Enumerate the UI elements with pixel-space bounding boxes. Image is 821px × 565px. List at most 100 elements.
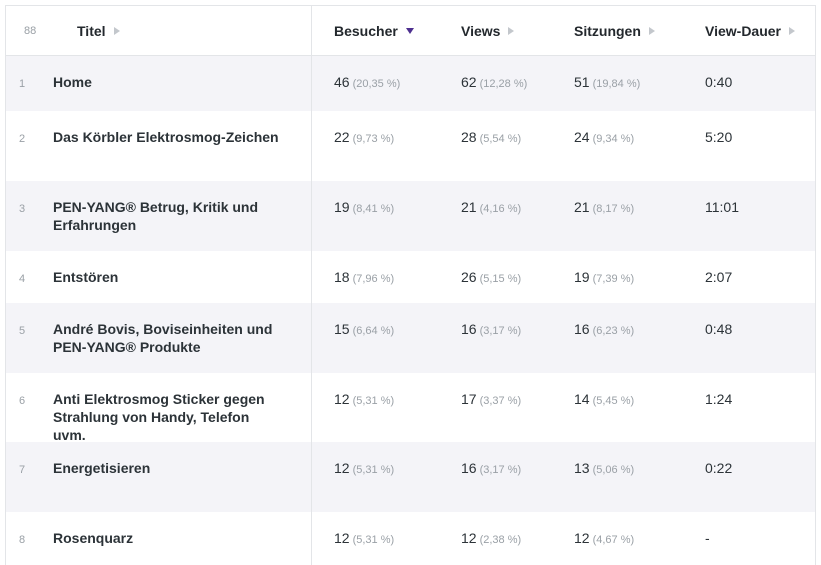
sessions-count: 14 [574,391,590,407]
view-duration-value: 1:24 [705,391,733,407]
views-count: 12 [461,530,477,546]
visitors-value: 12 (5,31 %) [334,390,394,410]
column-header-view-duration[interactable]: View-Dauer [705,23,795,39]
sessions-percent: (8,17 %) [592,203,635,215]
view-duration-value: 5:20 [705,129,733,145]
sort-descending-icon [405,28,414,34]
sessions-percent: (19,84 %) [592,78,641,90]
visitors-count: 18 [334,269,350,285]
view-duration-value: 11:01 [705,199,739,215]
views-percent: (3,17 %) [479,325,522,337]
column-divider [311,6,312,565]
visitors-percent: (5,31 %) [352,464,395,476]
visitors-value: 46 (20,35 %) [334,73,400,93]
page-title[interactable]: PEN-YANG® Betrug, Kritik und Erfahrungen [53,199,259,233]
views-value: 12 (2,38 %) [461,529,521,549]
view-duration-value: 0:40 [705,74,733,90]
visitors-percent: (7,96 %) [352,273,395,285]
views-percent: (3,37 %) [479,395,522,407]
sessions-value: 51 (19,84 %) [574,73,640,93]
visitors-percent: (5,31 %) [352,534,395,546]
column-header-title[interactable]: Titel [77,23,120,39]
column-header-visitors-label: Besucher [334,23,398,39]
table-row[interactable]: 3 PEN-YANG® Betrug, Kritik und Erfahrung… [6,181,815,251]
views-value: 21 (4,16 %) [461,198,521,218]
views-count: 62 [461,74,477,90]
table-row[interactable]: 8 Rosenquarz 12 (5,31 %) 12 (2,38 %) 12 (4,… [6,512,815,565]
column-header-sessions[interactable]: Sitzungen [574,23,655,39]
visitors-value: 22 (9,73 %) [334,128,394,148]
views-percent: (2,38 %) [479,534,522,546]
sessions-count: 24 [574,129,590,145]
row-number: 4 [18,273,26,285]
view-duration-value: - [705,530,710,546]
page-title[interactable]: Energetisieren [53,460,151,476]
column-header-views[interactable]: Views [461,23,515,39]
views-percent: (12,28 %) [479,78,528,90]
sessions-percent: (7,39 %) [592,273,635,285]
sessions-percent: (5,45 %) [592,395,635,407]
page-title[interactable]: André Bovis, Boviseinheiten und PEN-YANG… [53,321,273,355]
table-row[interactable]: 1 Home 46 (20,35 %) 62 (12,28 %) 51 (19,84 … [6,56,815,111]
visitors-percent: (20,35 %) [352,78,401,90]
views-count: 26 [461,269,477,285]
views-value: 26 (5,15 %) [461,268,521,288]
visitors-value: 12 (5,31 %) [334,529,394,549]
sessions-percent: (5,06 %) [592,464,635,476]
visitors-percent: (9,73 %) [352,133,395,145]
views-count: 28 [461,129,477,145]
page-title[interactable]: Home [53,74,92,90]
page-title[interactable]: Das Körbler Elektrosmog-Zeichen [53,129,279,145]
view-duration-value: 0:48 [705,321,733,337]
visitors-count: 22 [334,129,350,145]
sessions-percent: (9,34 %) [592,133,635,145]
views-percent: (3,17 %) [479,464,522,476]
visitors-count: 12 [334,460,350,476]
visitors-value: 12 (5,31 %) [334,459,394,479]
table-row[interactable]: 2 Das Körbler Elektrosmog-Zeichen 22 (9,7… [6,111,815,181]
visitors-percent: (8,41 %) [352,203,395,215]
views-value: 16 (3,17 %) [461,320,521,340]
views-count: 16 [461,321,477,337]
visitors-count: 15 [334,321,350,337]
sessions-value: 21 (8,17 %) [574,198,634,218]
row-number: 7 [18,464,26,476]
sessions-value: 14 (5,45 %) [574,390,634,410]
row-number: 2 [18,133,26,145]
page-title[interactable]: Rosenquarz [53,530,134,546]
view-duration-value: 2:07 [705,269,733,285]
column-header-title-label: Titel [77,23,106,39]
sessions-percent: (4,67 %) [592,534,635,546]
sort-arrow-icon [113,27,120,35]
column-header-view-duration-label: View-Dauer [705,23,781,39]
visitors-count: 19 [334,199,350,215]
column-header-sessions-label: Sitzungen [574,23,641,39]
views-value: 16 (3,17 %) [461,459,521,479]
views-value: 62 (12,28 %) [461,73,527,93]
views-count: 16 [461,460,477,476]
views-value: 17 (3,37 %) [461,390,521,410]
row-number: 6 [18,395,26,407]
column-header-views-label: Views [461,23,501,39]
page-title[interactable]: Entstören [53,269,119,285]
sort-arrow-icon [789,27,795,35]
sessions-value: 16 (6,23 %) [574,320,634,340]
pages-table: 88 Titel Besucher Views Sitzungen View-D… [5,5,816,565]
sessions-count: 12 [574,530,590,546]
table-row[interactable]: 7 Energetisieren 12 (5,31 %) 16 (3,17 %) 1… [6,442,815,512]
row-number: 5 [18,325,26,337]
row-count: 88 [24,25,37,37]
table-row[interactable]: 4 Entstören 18 (7,96 %) 26 (5,15 %) 19 (7,3… [6,251,815,303]
views-count: 17 [461,391,477,407]
column-header-visitors[interactable]: Besucher [334,23,414,39]
views-percent: (5,15 %) [479,273,522,285]
page-title[interactable]: Anti Elektrosmog Sticker gegen Strahlung… [53,391,265,443]
visitors-count: 12 [334,391,350,407]
visitors-percent: (5,31 %) [352,395,395,407]
table-row[interactable]: 6 Anti Elektrosmog Sticker gegen Strahlu… [6,373,815,443]
view-duration-value: 0:22 [705,460,733,476]
row-number: 8 [18,534,26,546]
views-percent: (5,54 %) [479,133,522,145]
sessions-value: 13 (5,06 %) [574,459,634,479]
table-row[interactable]: 5 André Bovis, Boviseinheiten und PEN-YA… [6,303,815,373]
